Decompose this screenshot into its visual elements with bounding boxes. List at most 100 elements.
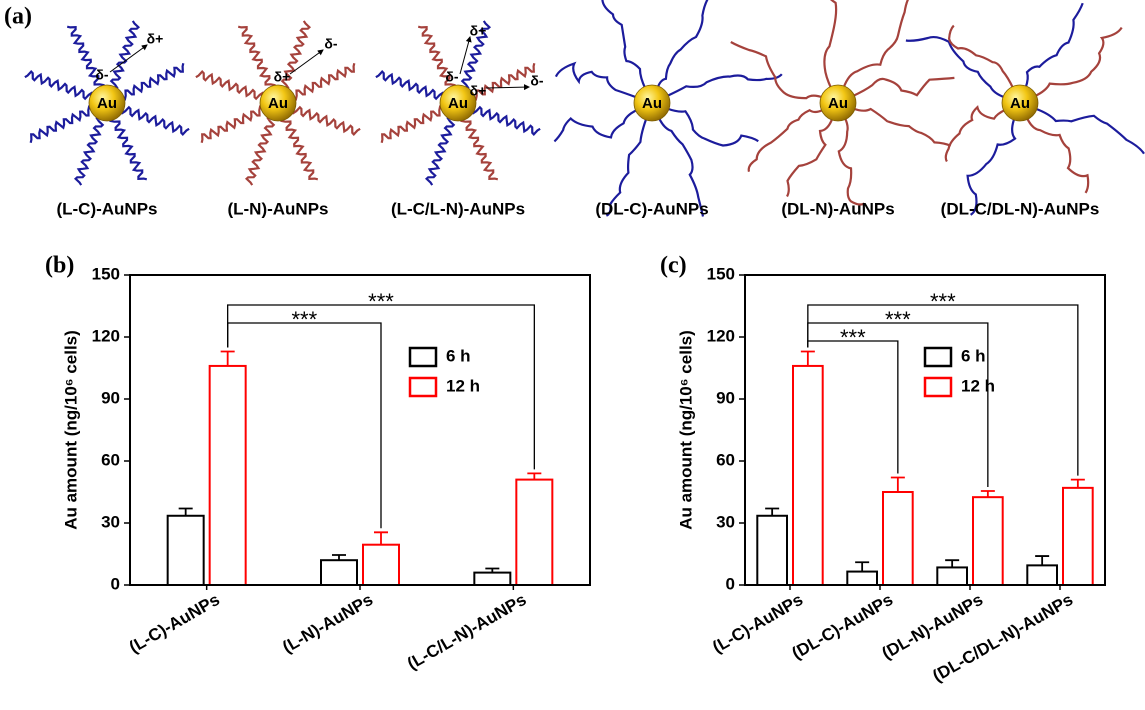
error-bar bbox=[980, 490, 995, 498]
ligand bbox=[747, 108, 824, 172]
bar bbox=[936, 566, 968, 587]
bar bbox=[473, 571, 512, 586]
panel-label: (b) bbox=[45, 253, 74, 279]
nanoparticle: Au δ-δ+ bbox=[24, 20, 190, 186]
gold-core bbox=[1001, 84, 1039, 122]
error-bar bbox=[332, 554, 346, 561]
charge-label: δ- bbox=[530, 73, 543, 89]
ligand bbox=[471, 62, 536, 101]
error-bar bbox=[1035, 555, 1050, 566]
error-bar bbox=[374, 531, 388, 545]
bar bbox=[208, 364, 247, 586]
ligand bbox=[417, 25, 456, 90]
ligand bbox=[280, 20, 312, 90]
charge-label: δ+ bbox=[274, 69, 291, 85]
ligand bbox=[905, 35, 1006, 99]
y-tick-label: 120 bbox=[707, 326, 735, 345]
particle-label: (L-N)-AuNPs bbox=[227, 199, 328, 218]
core-label: Au bbox=[828, 95, 848, 112]
charge-label: δ- bbox=[445, 69, 458, 85]
error-bar bbox=[945, 559, 960, 568]
ligand bbox=[291, 62, 356, 101]
charge-label: δ+ bbox=[147, 31, 164, 47]
x-tick-label: (L-C/L-N)-AuNPs bbox=[404, 590, 530, 674]
ligand bbox=[291, 105, 361, 137]
y-axis-label: Au amount (ng/10⁶ cells) bbox=[61, 330, 80, 530]
y-axis-label: Au amount (ng/10⁶ cells) bbox=[676, 330, 695, 530]
legend-swatch bbox=[923, 346, 953, 368]
bar bbox=[846, 570, 878, 586]
ligand bbox=[966, 117, 1017, 216]
particle-label: (L-C/L-N)-AuNPs bbox=[391, 199, 525, 218]
plot-frame bbox=[129, 274, 591, 586]
significance-bracket bbox=[807, 304, 1079, 476]
y-tick-label: 90 bbox=[716, 388, 735, 407]
significance-bracket bbox=[227, 304, 535, 470]
bar bbox=[882, 491, 914, 586]
gold-core bbox=[633, 84, 671, 122]
legend-swatch bbox=[408, 376, 438, 398]
significance-label: *** bbox=[368, 289, 394, 314]
dipole-arrow bbox=[109, 44, 148, 73]
core-label: Au bbox=[1010, 95, 1030, 112]
legend-label: 12 h bbox=[961, 376, 995, 395]
bar bbox=[1026, 564, 1059, 586]
ligand bbox=[1025, 117, 1090, 194]
gold-core bbox=[819, 84, 857, 122]
ligand bbox=[120, 105, 190, 137]
ligand bbox=[1034, 26, 1123, 98]
significance-label: *** bbox=[885, 307, 911, 332]
ligand bbox=[460, 20, 492, 90]
ligand bbox=[460, 116, 499, 181]
core-label: Au bbox=[642, 95, 662, 112]
ligand bbox=[24, 69, 94, 101]
ligand bbox=[852, 76, 955, 98]
ligand bbox=[947, 24, 1015, 89]
error-bar bbox=[178, 507, 193, 516]
error-bar bbox=[220, 350, 235, 366]
particle-label: (DL-C/DL-N)-AuNPs bbox=[941, 199, 1100, 218]
ligand bbox=[280, 116, 319, 181]
ligand bbox=[553, 108, 638, 143]
nanoparticle: Au bbox=[553, 0, 783, 217]
bar bbox=[792, 364, 824, 586]
legend-label: 6 h bbox=[446, 346, 471, 365]
ligand bbox=[786, 117, 834, 198]
y-tick-label: 30 bbox=[101, 512, 120, 531]
error-bar bbox=[800, 350, 815, 366]
significance-bracket bbox=[227, 322, 382, 529]
charge-label: δ+ bbox=[470, 83, 487, 99]
y-tick-label: 60 bbox=[101, 450, 120, 469]
dipole-arrow bbox=[289, 49, 324, 75]
legend-label: 6 h bbox=[961, 346, 986, 365]
y-tick-label: 30 bbox=[716, 512, 735, 531]
ligand bbox=[66, 25, 105, 90]
dipole-arrow bbox=[459, 36, 472, 75]
core-label: Au bbox=[448, 95, 468, 112]
bar bbox=[515, 478, 554, 587]
particle-label: (L-C)-AuNPs bbox=[56, 199, 157, 218]
ligand bbox=[1024, 2, 1084, 89]
bar bbox=[166, 514, 205, 586]
ligand bbox=[842, 0, 909, 89]
ligand bbox=[1034, 107, 1145, 155]
core-label: Au bbox=[268, 95, 288, 112]
ligand bbox=[666, 107, 759, 147]
ligand bbox=[554, 61, 638, 99]
gold-core bbox=[88, 84, 126, 122]
y-tick-label: 60 bbox=[716, 450, 735, 469]
ligand bbox=[237, 25, 276, 90]
core-label: Au bbox=[97, 95, 117, 112]
ligand bbox=[109, 20, 141, 90]
x-tick-label: (L-C)-AuNPs bbox=[126, 590, 223, 657]
ligand bbox=[605, 117, 648, 217]
bar bbox=[320, 559, 358, 587]
ligand bbox=[73, 116, 105, 186]
gold-core bbox=[439, 84, 477, 122]
bar bbox=[1062, 486, 1094, 586]
y-tick-label: 150 bbox=[92, 264, 120, 283]
legend-label: 12 h bbox=[446, 376, 480, 395]
x-tick-label: (DL-C)-AuNPs bbox=[789, 590, 897, 663]
y-tick-label: 150 bbox=[707, 264, 735, 283]
significance-label: *** bbox=[840, 325, 866, 350]
